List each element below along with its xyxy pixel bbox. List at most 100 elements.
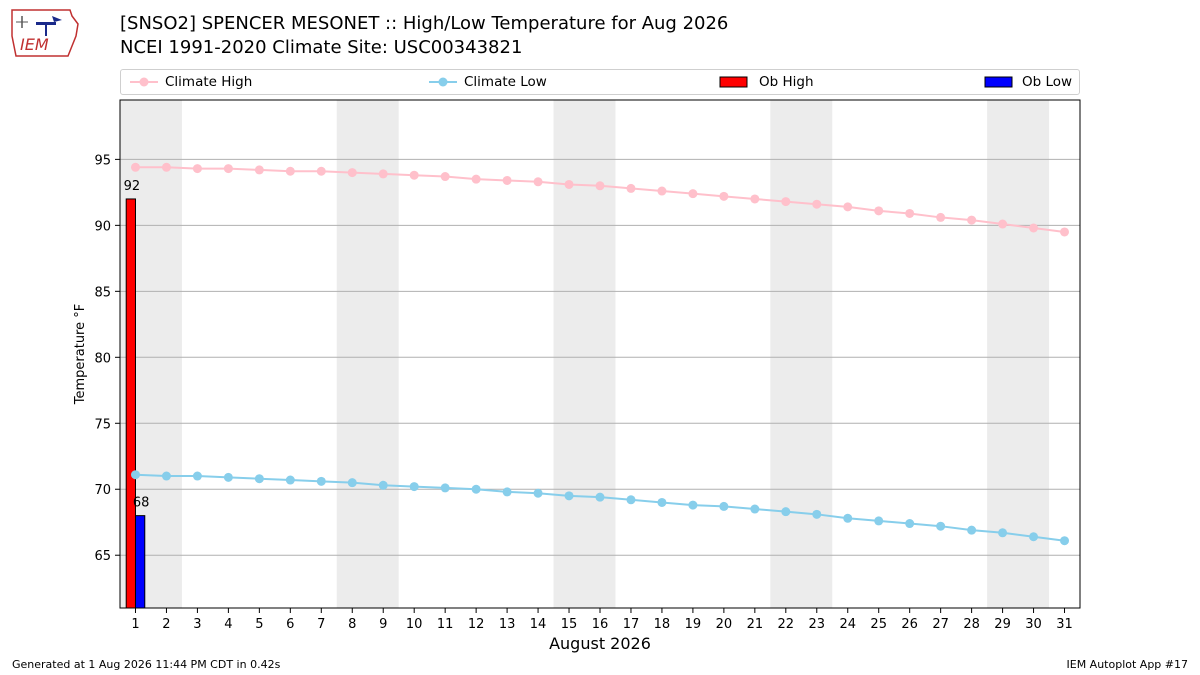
weekend-band <box>553 100 616 608</box>
x-tick-label: 7 <box>317 617 325 632</box>
climate-high-point <box>223 164 233 174</box>
legend-item-ob-high: Ob High <box>719 70 814 94</box>
x-tick-label: 16 <box>592 617 609 632</box>
x-tick-label: 10 <box>406 617 423 632</box>
climate-high-point <box>936 212 946 222</box>
x-tick-label: 15 <box>561 617 578 632</box>
climate-high-point <box>285 166 295 176</box>
climate-high-point <box>688 189 698 199</box>
legend-line-marker-icon <box>130 77 158 87</box>
x-tick-label: 30 <box>1025 617 1042 632</box>
climate-high-point <box>626 183 636 193</box>
legend-label-ob-low: Ob Low <box>1022 74 1073 90</box>
climate-high-point <box>254 165 264 175</box>
climate-low-point <box>409 482 419 492</box>
y-axis-label: Temperature °F <box>73 304 88 405</box>
climate-high-point <box>750 194 760 204</box>
climate-low-point <box>533 488 543 498</box>
climate-high-point <box>471 174 481 184</box>
climate-high-point <box>657 186 667 196</box>
legend-label-climate-low: Climate Low <box>464 74 547 90</box>
x-tick-label: 23 <box>809 617 826 632</box>
x-tick-label: 20 <box>716 617 733 632</box>
chart-subtitle: NCEI 1991-2020 Climate Site: USC00343821 <box>120 37 523 58</box>
climate-low-point <box>657 497 667 507</box>
x-tick-label: 19 <box>685 617 702 632</box>
climate-high-point <box>812 199 822 209</box>
x-tick-label: 22 <box>778 617 795 632</box>
ob-low-label: 68 <box>133 496 150 511</box>
weekend-band <box>336 100 399 608</box>
weekend-band <box>987 100 1050 608</box>
x-tick-label: 28 <box>963 617 980 632</box>
climate-high-point <box>378 169 388 179</box>
legend-bar-swatch-icon <box>984 76 1013 88</box>
climate-high-point <box>347 168 357 178</box>
x-tick-label: 3 <box>193 617 201 632</box>
climate-high-point <box>161 162 171 172</box>
logo-text: IEM <box>20 35 49 54</box>
x-axis-label: August 2026 <box>549 634 651 653</box>
climate-low-point <box>192 471 202 481</box>
x-tick-label: 27 <box>932 617 949 632</box>
x-tick-label: 1 <box>131 617 139 632</box>
footer-generated-text: Generated at 1 Aug 2026 11:44 PM CDT in … <box>12 658 281 671</box>
climate-high-point <box>192 164 202 174</box>
ob-high-label: 92 <box>124 179 141 194</box>
climate-low-point <box>781 507 791 517</box>
ob-high-bar <box>125 198 136 609</box>
x-tick-label: 12 <box>468 617 485 632</box>
climate-high-point <box>781 197 791 207</box>
climate-low-point <box>905 519 915 529</box>
chart-legend: Climate High Climate Low Ob High Ob Low <box>120 69 1080 95</box>
climate-high-point <box>440 172 450 182</box>
x-tick-label: 25 <box>870 617 887 632</box>
x-tick-label: 8 <box>348 617 356 632</box>
x-tick-label: 17 <box>623 617 640 632</box>
climate-low-point <box>998 528 1008 538</box>
climate-high-point <box>316 166 326 176</box>
climate-low-point <box>750 504 760 514</box>
climate-low-point <box>440 483 450 493</box>
x-tick-label: 11 <box>437 617 454 632</box>
y-tick-label: 90 <box>94 219 111 234</box>
y-tick-label: 75 <box>94 417 111 432</box>
climate-low-point <box>843 513 853 523</box>
climate-low-point <box>161 471 171 481</box>
x-tick-label: 21 <box>747 617 764 632</box>
iowa-map-icon: IEM <box>11 9 79 57</box>
climate-low-point <box>719 501 729 511</box>
legend-label-ob-high: Ob High <box>759 74 814 90</box>
climate-high-point <box>564 179 574 189</box>
climate-low-point <box>502 487 512 497</box>
climate-low-point <box>936 521 946 531</box>
climate-low-point <box>874 516 884 526</box>
climate-high-point <box>843 202 853 212</box>
x-tick-label: 9 <box>379 617 387 632</box>
x-tick-label: 18 <box>654 617 671 632</box>
climate-low-point <box>626 495 636 505</box>
climate-low-point <box>812 509 822 519</box>
x-tick-label: 31 <box>1056 617 1073 632</box>
climate-high-point <box>719 191 729 201</box>
climate-low-point <box>595 492 605 502</box>
ob-low-bar <box>134 515 146 609</box>
legend-bar-swatch-icon <box>719 76 748 88</box>
x-tick-label: 29 <box>994 617 1011 632</box>
climate-high-point <box>533 177 543 187</box>
x-tick-label: 13 <box>499 617 516 632</box>
x-tick-label: 6 <box>286 617 294 632</box>
climate-low-point <box>347 478 357 488</box>
climate-low-point <box>316 476 326 486</box>
climate-low-point <box>285 475 295 485</box>
climate-high-point <box>595 181 605 191</box>
iem-logo: IEM <box>8 6 82 60</box>
climate-high-point <box>905 208 915 218</box>
climate-high-point <box>409 170 419 180</box>
footer-app-text: IEM Autoplot App #17 <box>1066 658 1189 671</box>
x-tick-label: 14 <box>530 617 547 632</box>
legend-label-climate-high: Climate High <box>165 74 253 90</box>
x-tick-label: 24 <box>839 617 856 632</box>
x-tick-label: 5 <box>255 617 263 632</box>
